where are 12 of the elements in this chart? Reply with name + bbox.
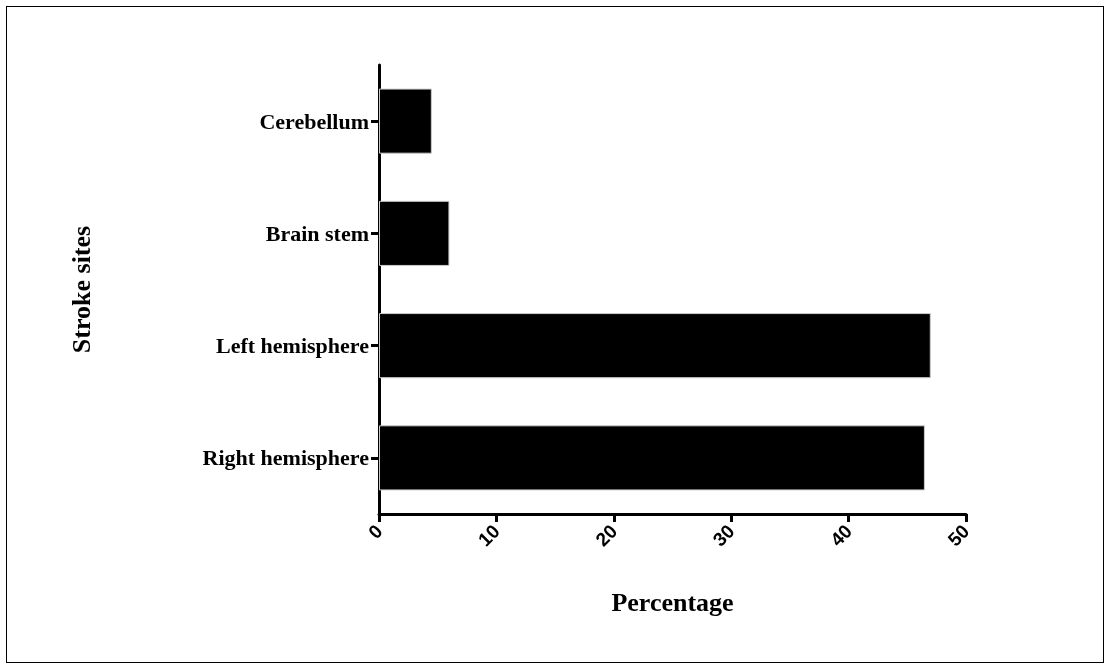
y-tick-label: Cerebellum <box>259 108 369 134</box>
x-tick-label: 50 <box>943 520 974 551</box>
y-tick-label: Right hemisphere <box>202 445 370 471</box>
x-tick-label: 10 <box>474 520 504 551</box>
x-axis-title: Percentage <box>611 587 734 617</box>
x-tick-label: 0 <box>364 520 387 543</box>
y-axis-title: Stroke sites <box>66 225 96 354</box>
y-tick-label: Left hemisphere <box>216 333 370 359</box>
x-tick-label: 30 <box>708 520 739 551</box>
x-tick-label: 20 <box>591 520 622 551</box>
y-tick-label: Brain stem <box>265 220 369 246</box>
x-tick-label: 40 <box>826 520 857 551</box>
